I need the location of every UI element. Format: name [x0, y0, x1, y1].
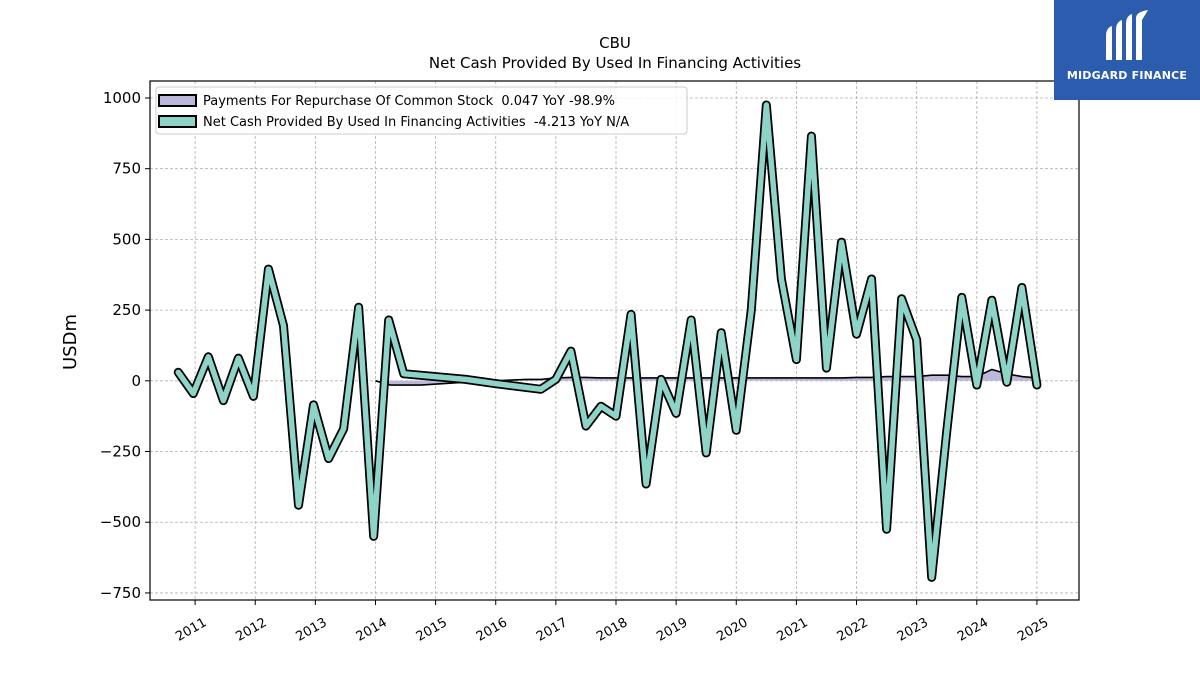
y-axis-label: USDm [60, 314, 81, 370]
brand-logo: MIDGARD FINANCE [1054, 0, 1200, 100]
y-tick-label: −500 [100, 513, 141, 531]
y-tick-label: 750 [112, 160, 141, 178]
plot-frame [149, 80, 1080, 601]
y-tick-label: −250 [100, 443, 141, 461]
y-tick-label: −750 [100, 584, 141, 602]
legend-swatch-financing [158, 115, 197, 128]
legend-label-financing: Net Cash Provided By Used In Financing A… [203, 115, 629, 130]
y-tick-label: 250 [112, 301, 141, 319]
y-tick-label: 500 [112, 230, 141, 248]
y-tick-label: 1000 [103, 89, 141, 107]
chart-title: CBU [599, 34, 631, 52]
plot-area [173, 100, 1042, 582]
legend-box [155, 86, 688, 135]
y-tick-label: 0 [131, 372, 141, 390]
chart-subtitle: Net Cash Provided By Used In Financing A… [429, 54, 801, 72]
legend-label-repurchase: Payments For Repurchase Of Common Stock … [203, 94, 615, 109]
logo-mark-icon [1106, 10, 1148, 60]
legend: Payments For Repurchase Of Common Stock … [155, 86, 688, 135]
series-financing-line [175, 102, 1040, 581]
logo-text: MIDGARD FINANCE [1066, 69, 1188, 82]
legend-swatch-repurchase [158, 94, 197, 107]
y-axis: 1000 750 500 250 0 −250 −500 −750 [100, 89, 150, 602]
